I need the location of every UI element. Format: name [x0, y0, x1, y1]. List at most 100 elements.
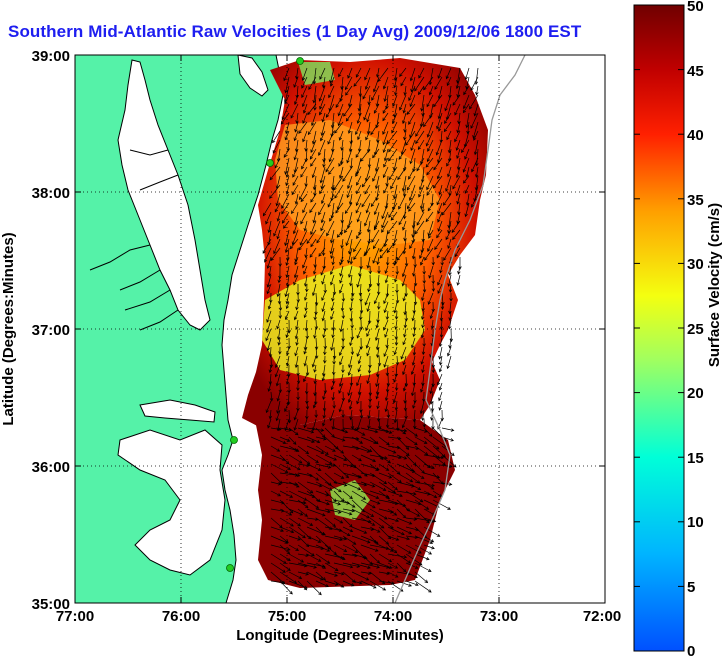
velocity-arrow	[360, 481, 376, 488]
velocity-arrow	[366, 346, 371, 357]
velocity-arrow	[324, 508, 342, 514]
velocity-arrow	[279, 544, 291, 555]
velocity-arrow	[387, 535, 400, 541]
velocity-arrow	[395, 265, 400, 275]
velocity-arrow	[360, 571, 372, 575]
velocity-arrow	[353, 76, 362, 87]
velocity-arrow	[374, 157, 380, 172]
velocity-arrow	[386, 409, 391, 419]
velocity-arrow	[265, 328, 272, 342]
velocity-arrow	[402, 364, 407, 376]
velocity-arrow	[408, 202, 416, 212]
velocity-arrow	[465, 112, 470, 129]
velocity-arrow	[438, 337, 443, 348]
velocity-arrow	[327, 193, 335, 208]
velocity-arrow	[410, 76, 416, 93]
velocity-arrow	[369, 580, 387, 591]
velocity-arrow	[409, 238, 416, 249]
velocity-arrow	[310, 220, 317, 235]
velocity-arrow	[394, 337, 399, 346]
velocity-arrow	[432, 175, 443, 189]
velocity-arrow	[367, 409, 371, 419]
velocity-arrow	[322, 328, 326, 339]
velocity-arrow	[293, 418, 299, 431]
velocity-arrow	[304, 247, 308, 259]
velocity-arrow	[403, 400, 408, 412]
velocity-arrow	[344, 76, 353, 91]
velocity-arrow	[346, 184, 353, 199]
velocity-arrow	[420, 94, 425, 112]
velocity-arrow	[410, 139, 416, 151]
velocity-arrow	[392, 391, 398, 404]
y-tick-label: 38:00	[32, 185, 70, 202]
velocity-arrow	[270, 427, 282, 431]
velocity-arrow	[455, 184, 461, 197]
velocity-arrow	[332, 346, 337, 360]
velocity-arrow	[378, 517, 394, 529]
velocity-arrow	[301, 157, 308, 170]
velocity-arrow	[279, 427, 293, 432]
velocity-arrow	[358, 283, 363, 297]
velocity-arrow	[419, 193, 425, 210]
velocity-arrow	[441, 202, 452, 216]
velocity-arrow	[443, 247, 452, 261]
velocity-arrow	[331, 391, 335, 401]
velocity-arrow	[324, 580, 339, 586]
velocity-arrow	[272, 139, 281, 154]
velocity-arrow	[349, 337, 353, 347]
velocity-arrow	[297, 436, 316, 443]
velocity-arrow	[422, 337, 426, 348]
velocity-arrow	[324, 526, 343, 532]
velocity-arrow	[284, 157, 290, 175]
velocity-arrow	[437, 67, 443, 79]
velocity-arrow	[378, 427, 393, 434]
velocity-arrow	[405, 508, 421, 517]
velocity-arrow	[279, 562, 291, 571]
velocity-arrow	[448, 310, 452, 322]
velocity-arrow	[347, 382, 353, 397]
velocity-arrow	[279, 535, 289, 544]
velocity-arrow	[309, 202, 317, 214]
velocity-arrow	[355, 67, 362, 78]
velocity-arrow	[333, 499, 351, 505]
velocity-arrow	[378, 454, 392, 464]
velocity-arrow	[414, 562, 432, 572]
velocity-arrow	[293, 310, 299, 321]
velocity-arrow	[325, 157, 335, 173]
velocity-arrow	[327, 130, 335, 145]
velocity-arrow	[408, 112, 416, 125]
velocity-arrow	[473, 103, 479, 117]
velocity-arrow	[349, 256, 354, 265]
velocity-arrow	[414, 571, 429, 584]
velocity-arrow	[338, 130, 344, 141]
velocity-arrow	[333, 445, 345, 454]
velocity-arrow	[323, 337, 328, 350]
velocity-arrow	[332, 283, 337, 296]
velocity-arrow	[418, 175, 425, 191]
velocity-arrow	[402, 292, 407, 302]
velocity-arrow	[278, 346, 282, 355]
colorbar-label: Surface Velocity (cm/s)	[706, 203, 723, 367]
velocity-arrow	[331, 328, 335, 339]
velocity-arrow	[342, 571, 357, 583]
velocity-arrow	[385, 175, 389, 187]
velocity-arrow	[294, 121, 299, 133]
velocity-arrow	[412, 328, 416, 338]
x-tick-label: 72:00	[583, 608, 621, 625]
velocity-arrow	[279, 508, 293, 516]
velocity-arrow	[305, 364, 310, 376]
velocity-arrow	[402, 103, 407, 114]
velocity-arrow	[288, 526, 306, 539]
velocity-arrow	[355, 148, 362, 158]
velocity-arrow	[436, 229, 443, 239]
velocity-arrow	[364, 184, 371, 195]
velocity-arrow	[262, 238, 272, 254]
velocity-arrow	[341, 364, 345, 374]
velocity-arrow	[396, 535, 411, 541]
velocity-arrow	[452, 175, 461, 190]
velocity-arrow	[360, 454, 377, 463]
velocity-arrow	[333, 517, 344, 524]
velocity-arrow	[369, 526, 381, 533]
velocity-arrow	[425, 211, 434, 223]
velocity-arrow	[412, 346, 417, 356]
